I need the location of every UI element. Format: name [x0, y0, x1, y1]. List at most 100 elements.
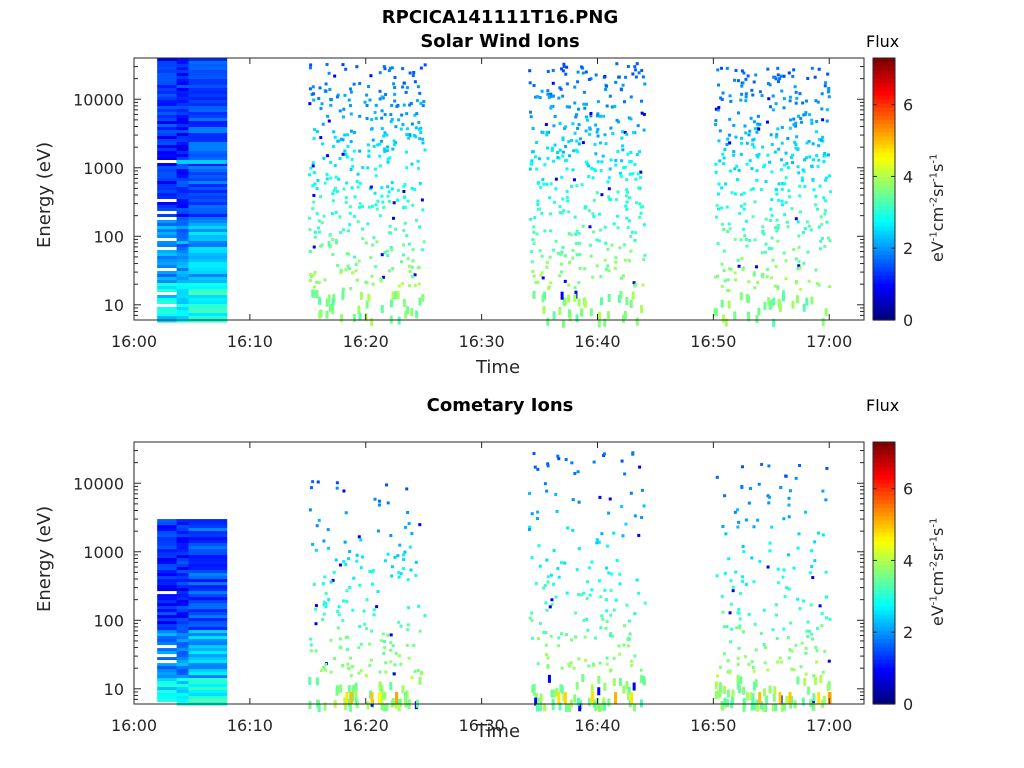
flux-cell [722, 227, 726, 231]
flux-cell [720, 222, 724, 226]
flux-cell [188, 660, 228, 664]
flux-cell [642, 504, 646, 508]
flux-cell [421, 137, 425, 141]
colorbar-segment [873, 667, 895, 672]
flux-cell [348, 586, 352, 590]
flux-cell [394, 141, 398, 145]
flux-cell [188, 292, 228, 296]
flux-cell [550, 94, 554, 98]
colorbar-segment [873, 482, 895, 488]
flux-cell [631, 72, 635, 76]
flux-cell [176, 678, 189, 682]
flux-cell [328, 233, 332, 237]
flux-cell [378, 154, 382, 158]
flux-cell [580, 65, 584, 69]
flux-cell [790, 207, 794, 211]
flux-cell [157, 672, 178, 676]
flux-cell [349, 129, 353, 133]
flux-cell [188, 121, 228, 125]
flux-cell [384, 670, 388, 674]
flux-cell [751, 93, 755, 97]
flux-cell [373, 110, 377, 114]
flux-cell [767, 97, 771, 101]
colorbar-segment [873, 62, 895, 67]
flux-cell [340, 314, 344, 323]
colorbar-segment [873, 691, 895, 697]
flux-cell [176, 567, 189, 571]
flux-cell [615, 118, 619, 122]
flux-cell [717, 139, 721, 143]
flux-cell [554, 177, 558, 181]
flux-cell [767, 246, 771, 250]
flux-cell [410, 532, 414, 536]
flux-cell [751, 699, 755, 708]
flux-cell [329, 580, 333, 584]
flux-cell [725, 205, 729, 209]
flux-cell [813, 540, 817, 544]
flux-cell [389, 641, 393, 645]
flux-cell [157, 82, 178, 86]
flux-cell [814, 194, 818, 198]
flux-cell [811, 142, 815, 146]
flux-cell [545, 130, 549, 134]
flux-cell [547, 287, 551, 291]
flux-cell [312, 290, 316, 299]
panel1-ylabel: Energy (eV) [34, 141, 55, 248]
flux-cell [731, 695, 735, 704]
flux-cell [176, 190, 189, 194]
flux-cell [605, 656, 609, 660]
colorbar-segment [873, 279, 895, 284]
flux-cell [176, 118, 189, 122]
flux-cell [157, 109, 178, 113]
flux-cell [574, 611, 578, 615]
flux-cell [367, 154, 371, 158]
flux-cell [176, 184, 189, 188]
flux-cell [624, 522, 628, 526]
flux-cell [157, 214, 178, 218]
flux-cell [718, 689, 722, 698]
flux-cell [715, 215, 719, 219]
flux-cell [157, 208, 178, 212]
flux-cell [402, 189, 406, 193]
flux-cell [551, 94, 555, 98]
flux-cell [418, 523, 422, 527]
flux-cell [157, 145, 178, 149]
flux-cell [637, 71, 641, 75]
flux-cell [600, 702, 604, 711]
flux-cell [640, 69, 644, 73]
flux-cell [402, 196, 406, 200]
flux-cell [339, 271, 343, 275]
flux-cell [760, 94, 764, 98]
flux-cell [748, 159, 752, 163]
flux-cell [734, 135, 738, 139]
flux-cell [774, 613, 778, 617]
flux-cell [736, 656, 740, 660]
flux-cell [348, 549, 352, 553]
flux-cell [739, 591, 743, 595]
flux-cell [358, 114, 362, 118]
flux-cell [621, 144, 625, 148]
y-tick-label: 10000 [73, 90, 124, 109]
flux-cell [578, 266, 582, 270]
flux-cell [825, 108, 829, 112]
flux-cell [157, 187, 178, 191]
flux-cell [382, 651, 386, 655]
flux-cell [390, 248, 394, 252]
flux-cell [809, 699, 813, 708]
flux-cell [363, 622, 367, 626]
flux-cell [383, 691, 387, 700]
flux-cell [744, 219, 748, 223]
flux-cell [623, 258, 627, 262]
flux-cell [627, 686, 631, 695]
colorbar-segment [873, 98, 895, 104]
flux-cell [406, 306, 410, 315]
flux-cell [791, 74, 795, 78]
flux-cell [311, 184, 315, 188]
flux-cell [543, 584, 547, 588]
flux-cell [548, 196, 552, 200]
flux-cell [805, 629, 809, 633]
flux-cell [188, 537, 228, 541]
flux-cell [751, 138, 755, 142]
flux-cell [308, 676, 312, 685]
flux-cell [332, 189, 336, 193]
